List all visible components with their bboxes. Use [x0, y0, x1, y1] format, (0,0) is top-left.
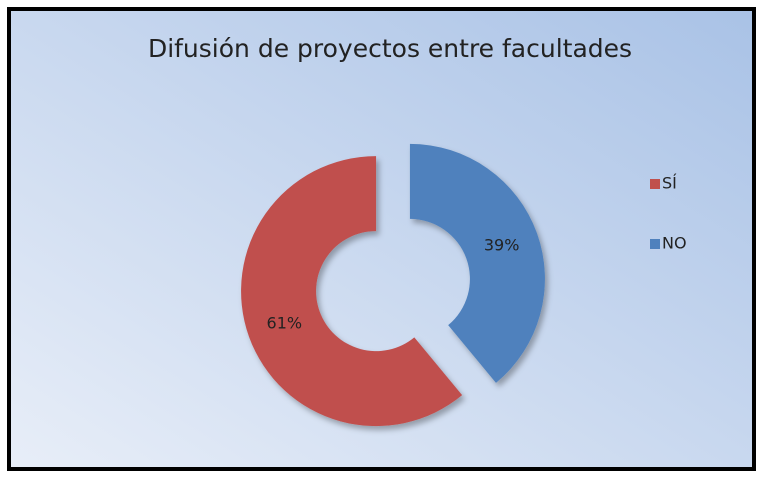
data-label: 61% [267, 314, 303, 333]
legend-label: NO [662, 234, 687, 253]
slice [409, 143, 545, 383]
legend-swatch [650, 179, 660, 189]
slice [241, 156, 463, 427]
data-label: 39% [484, 235, 520, 254]
chart-title: Difusión de proyectos entre facultades [148, 34, 632, 63]
legend-swatch [650, 239, 660, 249]
legend-label: SÍ [662, 174, 677, 193]
donut [241, 143, 545, 427]
